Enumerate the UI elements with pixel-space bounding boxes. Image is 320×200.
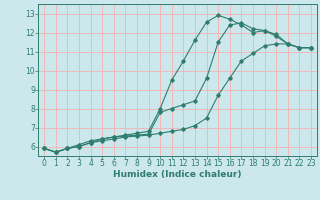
- X-axis label: Humidex (Indice chaleur): Humidex (Indice chaleur): [113, 170, 242, 179]
